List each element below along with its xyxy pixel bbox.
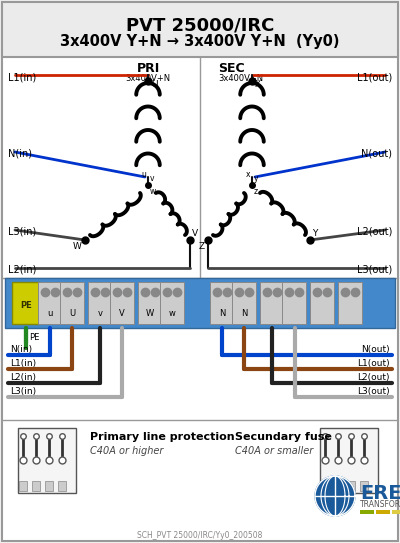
- Text: PE: PE: [20, 300, 32, 310]
- Text: v: v: [98, 310, 102, 319]
- Text: L2(in): L2(in): [8, 264, 36, 274]
- Text: PVT 25000/IRC: PVT 25000/IRC: [126, 16, 274, 34]
- Text: v: v: [150, 174, 154, 183]
- Text: W: W: [146, 310, 154, 319]
- Bar: [360, 510, 374, 514]
- Text: z: z: [254, 187, 258, 196]
- Bar: [2, 2, 398, 57]
- Text: L2(in): L2(in): [10, 373, 36, 382]
- Text: Z: Z: [199, 242, 205, 251]
- Bar: [32, 481, 40, 491]
- Text: u: u: [141, 170, 146, 179]
- Bar: [138, 282, 162, 324]
- Bar: [210, 282, 234, 324]
- Text: L3(out): L3(out): [357, 387, 390, 396]
- Bar: [282, 282, 306, 324]
- Bar: [260, 282, 284, 324]
- Text: C40A or higher: C40A or higher: [90, 446, 163, 456]
- Bar: [360, 481, 368, 491]
- Bar: [19, 481, 27, 491]
- Circle shape: [315, 476, 355, 516]
- Text: L2(out): L2(out): [358, 373, 390, 382]
- Text: Y: Y: [312, 229, 317, 238]
- Text: L1(out): L1(out): [357, 72, 392, 82]
- Text: N(in): N(in): [10, 345, 32, 354]
- Text: L3(in): L3(in): [10, 387, 36, 396]
- Text: N: N: [241, 310, 247, 319]
- Bar: [347, 481, 355, 491]
- Bar: [232, 282, 256, 324]
- Text: L3(out): L3(out): [357, 264, 392, 274]
- Bar: [310, 282, 334, 324]
- Bar: [18, 428, 76, 493]
- Text: EREA: EREA: [360, 484, 400, 503]
- Bar: [321, 481, 329, 491]
- Bar: [38, 282, 62, 324]
- Text: L1(in): L1(in): [8, 72, 36, 82]
- Text: V: V: [192, 229, 198, 238]
- Text: w: w: [150, 187, 156, 196]
- Bar: [5, 278, 395, 328]
- Text: 3x400V+N: 3x400V+N: [126, 74, 170, 83]
- Text: N: N: [219, 310, 225, 319]
- Text: W: W: [73, 242, 82, 251]
- Text: N(in): N(in): [8, 148, 32, 158]
- Bar: [45, 481, 53, 491]
- Text: w: w: [168, 310, 176, 319]
- Text: SEC: SEC: [218, 62, 245, 75]
- Text: SCH_PVT 25000/IRC/Yy0_200508: SCH_PVT 25000/IRC/Yy0_200508: [137, 531, 263, 540]
- Bar: [60, 282, 84, 324]
- Text: 3x400V Y+N → 3x400V Y+N  (Yy0): 3x400V Y+N → 3x400V Y+N (Yy0): [60, 34, 340, 49]
- Bar: [392, 510, 400, 514]
- Text: Secundary fuse: Secundary fuse: [235, 432, 332, 442]
- Bar: [12, 282, 40, 324]
- Text: L3(in): L3(in): [8, 226, 36, 236]
- Text: Primary line protection: Primary line protection: [90, 432, 235, 442]
- Text: U: U: [151, 80, 158, 89]
- Text: C40A or smaller: C40A or smaller: [235, 446, 313, 456]
- Text: N(out): N(out): [361, 148, 392, 158]
- Bar: [58, 481, 66, 491]
- Text: L1(in): L1(in): [10, 359, 36, 368]
- Bar: [320, 428, 378, 493]
- Bar: [376, 510, 390, 514]
- Text: x: x: [246, 170, 250, 179]
- Bar: [88, 282, 112, 324]
- Text: PE: PE: [29, 333, 39, 342]
- Bar: [110, 282, 134, 324]
- Bar: [334, 481, 342, 491]
- Text: V: V: [119, 310, 125, 319]
- Text: u: u: [47, 310, 53, 319]
- Text: U: U: [69, 310, 75, 319]
- Text: 3x400V+N: 3x400V+N: [218, 74, 263, 83]
- Text: PRI: PRI: [136, 62, 160, 75]
- Bar: [160, 282, 184, 324]
- Text: TRANSFORMERS: TRANSFORMERS: [360, 500, 400, 509]
- Text: L2(out): L2(out): [357, 226, 392, 236]
- Text: y: y: [254, 174, 258, 183]
- Bar: [338, 282, 362, 324]
- Text: L1(out): L1(out): [357, 359, 390, 368]
- Text: X: X: [255, 80, 261, 89]
- Text: N(out): N(out): [361, 345, 390, 354]
